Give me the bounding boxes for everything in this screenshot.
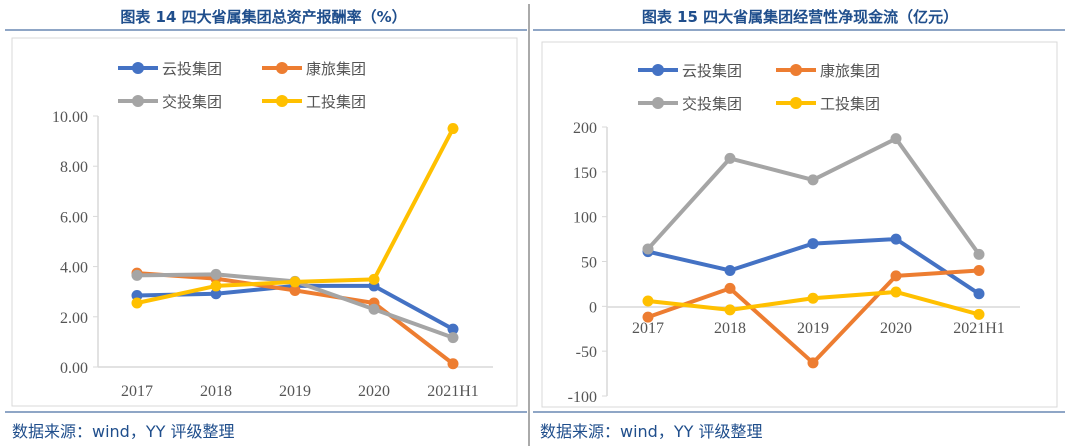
data-point — [973, 288, 985, 300]
data-point — [131, 289, 143, 301]
legend-marker — [652, 64, 664, 76]
data-point — [724, 282, 736, 294]
data-point — [289, 276, 301, 288]
data-point — [973, 308, 985, 320]
data-point — [807, 238, 819, 250]
y-tick-label: 10.00 — [52, 109, 88, 126]
legend-marker — [132, 95, 144, 107]
y-tick-label: -50 — [576, 344, 597, 361]
y-tick-label: 150 — [573, 165, 597, 182]
legend-marker — [276, 62, 288, 74]
x-tick-label: 2018 — [200, 383, 232, 400]
data-point — [973, 264, 985, 276]
legend-label: 康旅集团 — [306, 60, 366, 78]
x-tick-label: 2017 — [632, 320, 664, 337]
legend-label: 康旅集团 — [820, 62, 880, 80]
legend-label: 云投集团 — [682, 62, 742, 80]
x-tick-label: 2018 — [714, 320, 746, 337]
data-point — [210, 288, 222, 300]
right-source: 数据来源：wind，YY 评级整理 — [540, 422, 763, 441]
data-point — [131, 269, 143, 281]
data-point — [642, 311, 654, 323]
legend-label: 工投集团 — [306, 93, 366, 111]
y-tick-label: 6.00 — [60, 209, 88, 226]
right-chart-title: 图表 15 四大省属集团经营性净现金流（亿元） — [641, 8, 959, 26]
legend-label: 工投集团 — [820, 95, 880, 113]
data-point — [210, 268, 222, 280]
left-chart-title: 图表 14 四大省属集团总资产报酬率（%） — [120, 8, 407, 26]
legend-marker — [132, 62, 144, 74]
y-tick-label: 100 — [573, 210, 597, 227]
data-point — [724, 152, 736, 164]
y-tick-label: 4.00 — [60, 260, 88, 277]
x-tick-label: 2020 — [880, 320, 912, 337]
legend-marker — [790, 64, 802, 76]
y-tick-label: 2.00 — [60, 310, 88, 327]
legend-label: 交投集团 — [682, 95, 742, 113]
data-point — [447, 332, 459, 344]
data-point — [890, 270, 902, 282]
x-tick-label: 2021H1 — [427, 383, 479, 400]
legend-marker — [276, 95, 288, 107]
x-tick-label: 2017 — [121, 383, 153, 400]
y-tick-label: 50 — [581, 255, 597, 272]
x-tick-label: 2019 — [797, 320, 829, 337]
data-point — [973, 248, 985, 260]
data-point — [642, 295, 654, 307]
data-point — [368, 303, 380, 315]
series-line-1 — [647, 268, 980, 365]
series-line-2 — [646, 136, 981, 256]
y-tick-label: -100 — [568, 389, 597, 406]
data-point — [890, 233, 902, 245]
x-tick-label: 2019 — [279, 383, 311, 400]
data-point — [289, 284, 301, 296]
data-point — [447, 123, 459, 135]
data-point — [447, 323, 459, 335]
data-point — [724, 264, 736, 276]
legend-label: 交投集团 — [162, 93, 222, 111]
data-point — [890, 133, 902, 145]
y-tick-label: 8.00 — [60, 159, 88, 176]
data-point — [807, 174, 819, 186]
legend-label: 云投集团 — [162, 60, 222, 78]
data-point — [807, 357, 819, 369]
y-tick-label: 0.00 — [60, 360, 88, 377]
y-tick-label: 0 — [589, 299, 597, 316]
data-point — [642, 243, 654, 255]
y-tick-label: 200 — [573, 120, 597, 137]
data-point — [368, 273, 380, 285]
data-point — [890, 286, 902, 298]
data-point — [131, 297, 143, 309]
legend-marker — [790, 97, 802, 109]
x-tick-label: 2021H1 — [953, 320, 1005, 337]
data-point — [210, 280, 222, 292]
data-point — [724, 304, 736, 316]
left-source: 数据来源：wind，YY 评级整理 — [12, 422, 235, 441]
x-tick-label: 2020 — [358, 383, 390, 400]
data-point — [807, 292, 819, 304]
legend-marker — [652, 97, 664, 109]
data-point — [447, 358, 459, 370]
